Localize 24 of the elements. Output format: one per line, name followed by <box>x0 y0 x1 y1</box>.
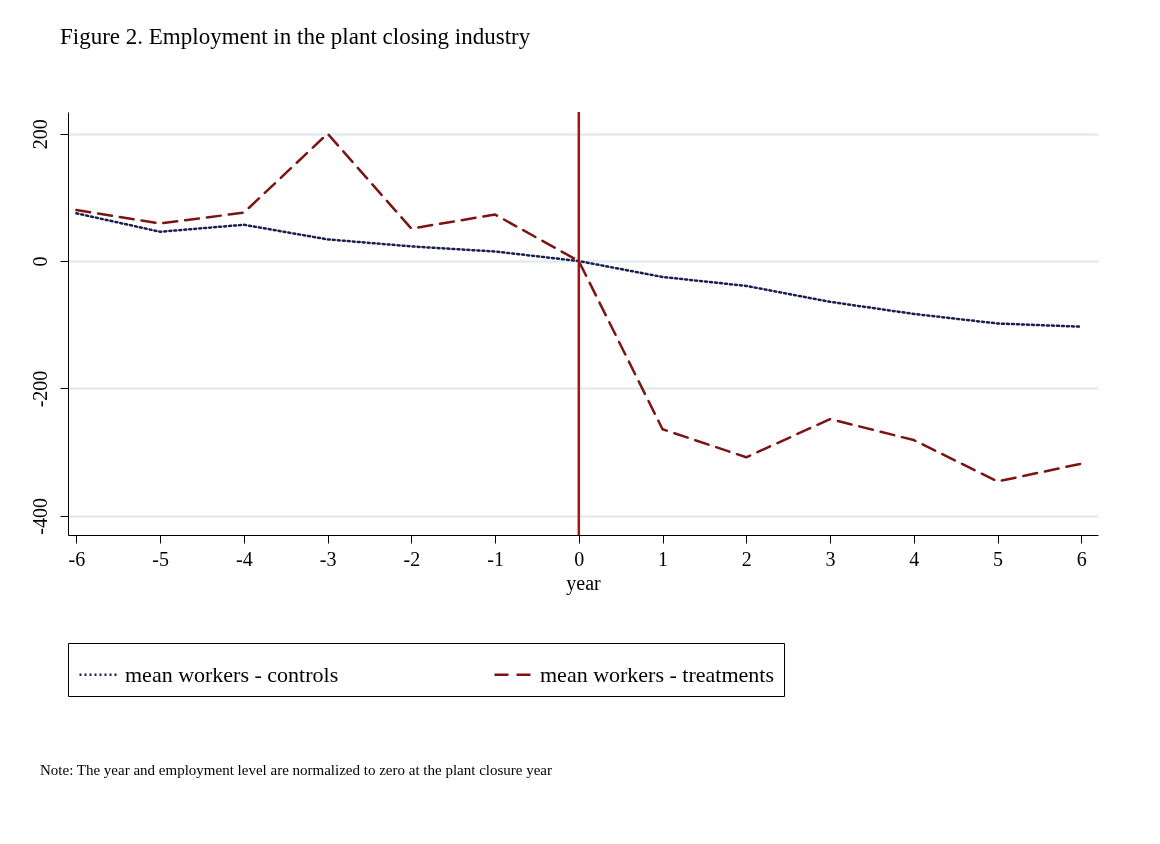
x-tick-label: 1 <box>658 547 669 570</box>
x-tick-label: 4 <box>909 547 920 570</box>
x-tick-label: -4 <box>236 547 253 570</box>
y-tick-label: -200 <box>28 370 51 408</box>
x-tick-label: -5 <box>152 547 169 570</box>
x-tick-label: 6 <box>1076 547 1087 570</box>
legend-label: mean workers - controls <box>125 661 339 687</box>
y-tick-label: 200 <box>28 119 51 150</box>
x-tick-label: 0 <box>574 547 585 570</box>
line-series <box>75 132 1083 483</box>
line-series <box>75 212 1083 328</box>
y-tick-label: -400 <box>28 498 51 535</box>
text: Note: The year and employment level are normalized to zero at the plant closure year <box>40 762 553 779</box>
y-tick-label: 0 <box>28 256 51 267</box>
x-tick-label: -3 <box>319 547 337 570</box>
chart-title: Figure 2. Employment in the plant closing industry <box>60 23 531 49</box>
x-axis-title: year <box>566 571 602 595</box>
x-tick-label: 5 <box>993 547 1004 570</box>
x-tick-label: -2 <box>403 547 421 570</box>
x-tick-label: 3 <box>825 547 836 570</box>
x-tick-label: 2 <box>741 547 752 570</box>
x-tick-label: -6 <box>68 547 86 570</box>
legend-label: mean workers - treatments <box>540 661 774 687</box>
x-tick-label: -1 <box>487 547 504 570</box>
